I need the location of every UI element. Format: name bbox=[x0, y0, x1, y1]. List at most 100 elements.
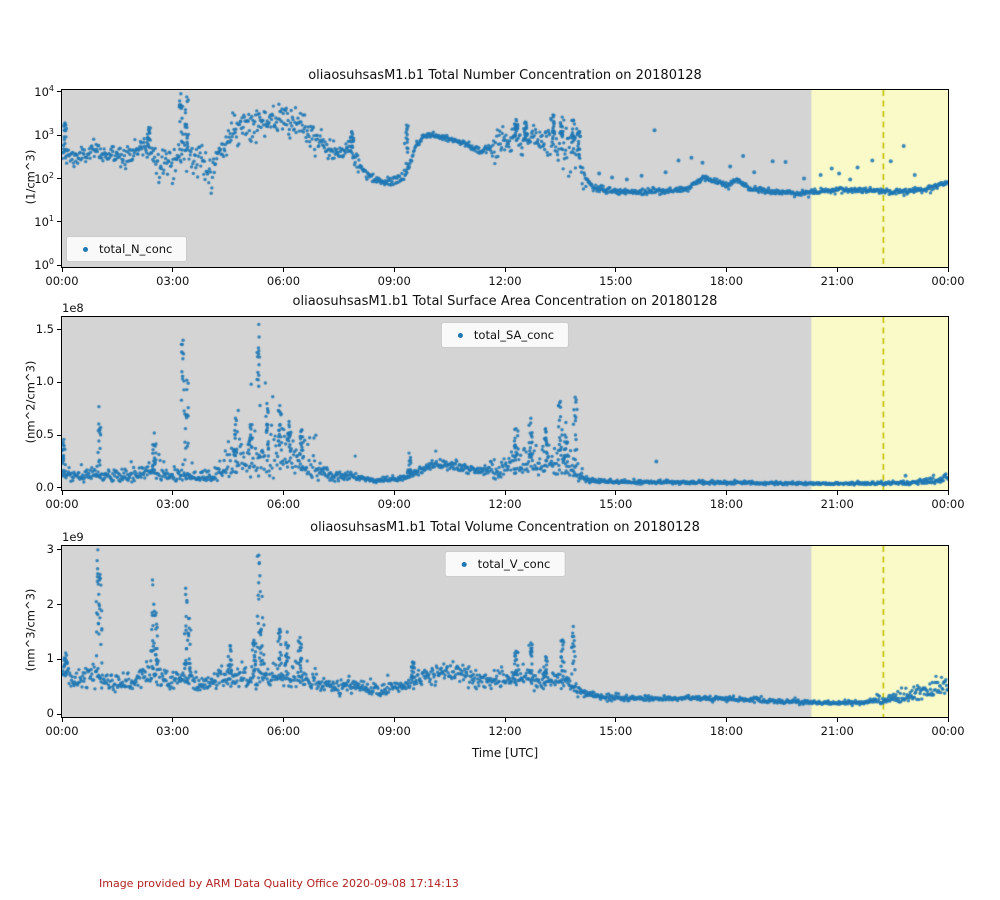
y-tick-mark bbox=[57, 434, 61, 436]
y-tick-label: 100 bbox=[34, 257, 54, 273]
y-tick-mark bbox=[57, 91, 61, 93]
x-tick-mark bbox=[836, 491, 838, 495]
y-tick-label: 0 bbox=[46, 706, 54, 721]
y-tick-mark bbox=[57, 134, 61, 136]
x-tick-label: 15:00 bbox=[599, 724, 633, 738]
x-tick-label: 06:00 bbox=[266, 497, 301, 511]
x-tick-label: 18:00 bbox=[709, 724, 744, 738]
panel-1-title: oliaosuhsasM1.b1 Total Number Concentrat… bbox=[308, 68, 702, 83]
y-tick-label: 102 bbox=[34, 170, 54, 186]
x-tick-mark bbox=[726, 268, 727, 272]
x-tick-mark bbox=[836, 268, 838, 272]
panel-3-ylabel: (nm^3/cm^3) bbox=[23, 588, 37, 672]
x-tick-mark bbox=[283, 268, 284, 272]
x-tick-mark bbox=[615, 718, 617, 722]
x-tick-mark bbox=[504, 268, 506, 272]
x-tick-label: 06:00 bbox=[266, 274, 301, 288]
y-tick-label: 104 bbox=[34, 83, 54, 99]
panel-2-offset-text: 1e8 bbox=[62, 301, 84, 315]
x-tick-label: 12:00 bbox=[488, 497, 522, 511]
panel-1-plot-area: total_N_conc bbox=[61, 89, 949, 268]
x-tick-mark bbox=[393, 491, 395, 495]
y-tick-mark bbox=[57, 713, 61, 715]
scatter-marker-icon bbox=[83, 246, 88, 252]
panel-2-title: oliaosuhsasM1.b1 Total Surface Area Conc… bbox=[292, 294, 718, 309]
panel-2-ylabel: (nm^2/cm^3) bbox=[23, 360, 37, 444]
scatter-marker-icon bbox=[457, 332, 463, 338]
x-tick-mark bbox=[61, 491, 63, 495]
x-tick-mark bbox=[947, 491, 949, 495]
x-tick-mark bbox=[504, 491, 506, 495]
scatter-marker-icon bbox=[461, 561, 467, 567]
panel-1-legend-label: total_N_conc bbox=[99, 242, 173, 256]
y-tick-mark bbox=[57, 381, 61, 383]
x-tick-mark bbox=[726, 491, 727, 495]
x-tick-mark bbox=[615, 268, 617, 272]
x-tick-mark bbox=[504, 718, 506, 722]
y-tick-mark bbox=[57, 264, 61, 266]
y-tick-mark bbox=[57, 329, 61, 331]
x-tick-label: 18:00 bbox=[709, 497, 744, 511]
x-tick-label: 00:00 bbox=[45, 274, 79, 288]
y-tick-label: 1.0 bbox=[35, 374, 54, 389]
x-tick-label: 00:00 bbox=[931, 724, 965, 738]
y-tick-label: 1 bbox=[46, 651, 54, 666]
x-tick-label: 21:00 bbox=[820, 497, 854, 511]
x-tick-label: 21:00 bbox=[820, 274, 854, 288]
y-tick-mark bbox=[57, 487, 61, 489]
panel-2-legend-label: total_SA_conc bbox=[473, 328, 555, 342]
x-tick-mark bbox=[172, 718, 174, 722]
y-tick-label: 103 bbox=[34, 127, 54, 142]
y-tick-label: 1.5 bbox=[35, 321, 54, 336]
x-tick-label: 18:00 bbox=[709, 274, 744, 288]
panel-3-legend-label: total_V_conc bbox=[477, 557, 551, 571]
x-tick-label: 09:00 bbox=[377, 274, 411, 288]
x-tick-label: 12:00 bbox=[488, 724, 522, 738]
y-tick-label: 101 bbox=[34, 213, 54, 229]
x-tick-label: 21:00 bbox=[820, 724, 854, 738]
x-tick-mark bbox=[836, 718, 838, 722]
y-tick-mark bbox=[57, 549, 61, 551]
y-tick-mark bbox=[57, 178, 61, 179]
panel-3-plot-area: total_V_conc bbox=[61, 545, 949, 718]
x-tick-label: 00:00 bbox=[45, 724, 79, 738]
x-tick-label: 03:00 bbox=[156, 724, 190, 738]
panel-2-plot-area: total_SA_conc bbox=[61, 316, 949, 491]
x-tick-mark bbox=[61, 268, 63, 272]
footer-credit: Image provided by ARM Data Quality Offic… bbox=[99, 877, 459, 890]
x-tick-label: 03:00 bbox=[156, 497, 190, 511]
x-tick-label: 00:00 bbox=[931, 274, 965, 288]
y-tick-mark bbox=[57, 604, 61, 606]
x-tick-mark bbox=[283, 491, 284, 495]
x-axis-label: Time [UTC] bbox=[471, 746, 539, 760]
x-tick-mark bbox=[393, 718, 395, 722]
x-tick-label: 00:00 bbox=[931, 497, 965, 511]
y-tick-label: 0.5 bbox=[35, 427, 54, 442]
x-tick-mark bbox=[172, 268, 174, 272]
panel-3-legend: total_V_conc bbox=[444, 551, 566, 577]
x-tick-label: 12:00 bbox=[488, 274, 522, 288]
x-tick-mark bbox=[947, 718, 949, 722]
y-tick-label: 2 bbox=[46, 596, 54, 611]
x-tick-label: 15:00 bbox=[599, 274, 633, 288]
x-tick-mark bbox=[61, 718, 63, 722]
x-tick-mark bbox=[615, 491, 617, 495]
x-tick-label: 15:00 bbox=[599, 497, 633, 511]
panel-1-legend: total_N_conc bbox=[66, 236, 188, 262]
y-tick-mark bbox=[57, 658, 61, 660]
x-tick-label: 00:00 bbox=[45, 497, 79, 511]
panel-3-title: oliaosuhsasM1.b1 Total Volume Concentrat… bbox=[310, 520, 700, 535]
x-tick-mark bbox=[726, 718, 727, 722]
x-tick-label: 03:00 bbox=[156, 274, 190, 288]
y-tick-label: 0.0 bbox=[35, 479, 54, 494]
x-tick-mark bbox=[947, 268, 949, 272]
x-tick-mark bbox=[283, 718, 284, 722]
panel-3-offset-text: 1e9 bbox=[62, 530, 84, 544]
y-tick-mark bbox=[57, 221, 61, 223]
x-tick-label: 09:00 bbox=[377, 497, 411, 511]
panel-1-scatter-canvas bbox=[62, 90, 948, 267]
x-tick-label: 09:00 bbox=[377, 724, 411, 738]
x-tick-label: 06:00 bbox=[266, 724, 301, 738]
x-tick-mark bbox=[393, 268, 395, 272]
